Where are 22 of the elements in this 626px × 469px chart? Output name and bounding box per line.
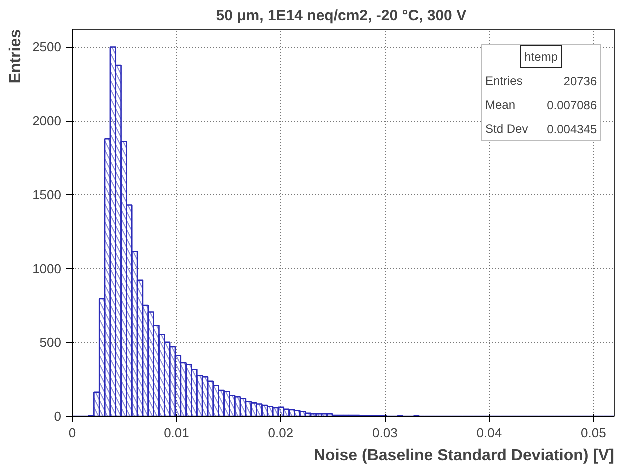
y-tick-label: 0 (54, 409, 62, 424)
annotation: Entries (486, 74, 523, 88)
y-axis-title: Entries (8, 29, 24, 84)
x-tick-label: 0.01 (164, 426, 190, 440)
x-tick-label: 0.04 (476, 426, 502, 440)
y-tick-label: 2500 (32, 40, 62, 55)
chart-title: 50 μm, 1E14 neq/cm2, -20 °C, 300 V (216, 8, 467, 24)
y-tick-label: 2000 (32, 114, 62, 129)
annotation: Mean (486, 98, 516, 112)
annotation: 0.004345 (547, 122, 598, 136)
annotation: Std Dev (486, 122, 528, 136)
x-axis-title: Noise (Baseline Standard Deviation) [V] (314, 448, 615, 464)
y-tick-label: 1500 (32, 187, 62, 202)
x-tick-label: 0.03 (372, 426, 398, 440)
annotation: 0.007086 (547, 98, 598, 112)
x-tick-label: 0.05 (581, 426, 606, 440)
x-tick-label: 0 (68, 426, 76, 440)
y-tick-label: 500 (40, 335, 62, 350)
y-tick-label: 1000 (32, 261, 62, 276)
annotation: htemp (524, 50, 558, 64)
annotation: 20736 (564, 74, 598, 88)
x-tick-label: 0.02 (268, 426, 294, 440)
